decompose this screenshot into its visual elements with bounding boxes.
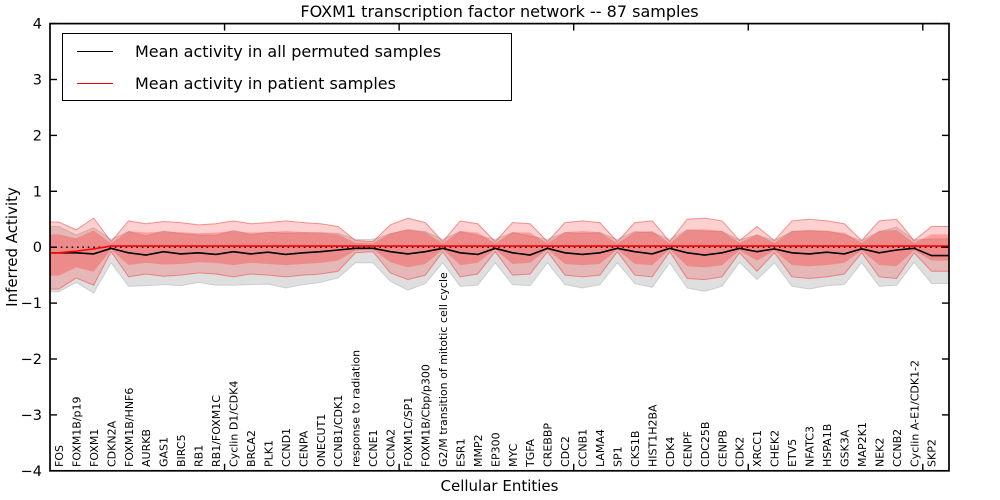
legend-line-sample-black <box>77 50 113 52</box>
x-category-label: HSPA1B <box>821 424 834 467</box>
x-category-label: CENPA <box>297 430 310 467</box>
x-category-label: FOXM1B/Cbp/p300 <box>420 364 433 467</box>
x-category-label: FOXM1C/SP1 <box>402 397 415 467</box>
y-tick-label: 3 <box>33 73 42 89</box>
x-category-label: RB1/FOXM1C <box>210 395 223 467</box>
x-category-label: CCNB1/CDK1 <box>332 395 345 467</box>
x-category-label: MMP2 <box>472 434 485 467</box>
x-category-label: FOXM1B/HNF6 <box>123 388 136 467</box>
x-category-label: RB1 <box>193 445 206 467</box>
y-tick-label: 2 <box>33 128 42 144</box>
legend-label-patient: Mean activity in patient samples <box>135 73 396 93</box>
y-tick-label: −2 <box>21 352 42 368</box>
legend-entry-permuted: Mean activity in all permuted samples <box>63 35 511 67</box>
x-category-label: CDC25B <box>699 422 712 467</box>
x-category-label: CDK4 <box>664 437 677 467</box>
y-tick-label: −4 <box>21 464 42 480</box>
y-tick-label: −1 <box>21 296 42 312</box>
x-category-label: CHEK2 <box>769 430 782 467</box>
x-category-label: FOXM1B/p19 <box>70 396 83 467</box>
x-category-label: response to radiation <box>350 350 363 467</box>
x-category-label: SP1 <box>612 446 625 467</box>
x-category-label: CDC2 <box>559 436 572 467</box>
x-category-label: CREBBP <box>542 423 555 467</box>
x-category-label: ETV5 <box>786 439 799 467</box>
x-category-label: CENPF <box>681 431 694 467</box>
x-category-label: MYC <box>507 443 520 467</box>
x-axis-label: Cellular Entities <box>440 477 559 495</box>
x-category-label: G2/M transition of mitotic cell cycle <box>437 272 450 467</box>
x-category-label: LAMA4 <box>594 429 607 467</box>
x-category-label: Cyclin D1/CDK4 <box>227 381 240 467</box>
legend-label-permuted: Mean activity in all permuted samples <box>135 41 442 61</box>
legend: Mean activity in all permuted samples Me… <box>62 33 512 101</box>
x-category-label: AURKB <box>140 429 153 467</box>
x-category-label: NEK2 <box>873 438 886 467</box>
x-category-label: CCNB2 <box>891 429 904 467</box>
y-tick-label: 1 <box>33 184 42 200</box>
x-category-label: ESR1 <box>454 438 467 467</box>
x-category-label: GSK3A <box>838 429 851 467</box>
x-category-label: CCND1 <box>280 428 293 467</box>
x-category-label: NFATC3 <box>804 426 817 467</box>
x-category-label: HIST1H2BA <box>646 404 659 467</box>
x-category-label: SKP2 <box>926 439 939 467</box>
x-category-label: CDK2 <box>734 437 747 467</box>
legend-line-sample-red <box>77 82 113 84</box>
x-category-label: TGFA <box>524 438 537 468</box>
x-category-label: CCNE1 <box>367 429 380 467</box>
x-category-label: FOS <box>53 445 66 467</box>
chart-title: FOXM1 transcription factor network -- 87… <box>300 2 699 21</box>
x-category-label: CDKN2A <box>105 420 118 467</box>
patient-mean-line <box>50 245 949 254</box>
x-category-label: XRCC1 <box>751 430 764 467</box>
x-category-label: CENPB <box>716 430 729 467</box>
x-category-label: ONECUT1 <box>315 414 328 467</box>
legend-entry-patient: Mean activity in patient samples <box>63 67 511 99</box>
y-axis-label: Inferred Activity <box>3 187 21 307</box>
permuted-mean-line <box>50 247 949 257</box>
x-category-label: EP300 <box>489 432 502 467</box>
x-category-label: PLK1 <box>262 440 275 467</box>
x-category-label: BIRC5 <box>175 434 188 467</box>
x-category-label: CCNB1 <box>577 429 590 467</box>
x-category-label: GAS1 <box>158 437 171 467</box>
patient-band-inner <box>50 229 949 276</box>
x-category-label: Cyclin A-E1/CDK1-2 <box>908 360 921 467</box>
y-tick-label: −3 <box>21 408 42 424</box>
y-tick-label: 0 <box>33 240 42 256</box>
x-category-label: BRCA2 <box>245 430 258 467</box>
x-category-label: FOXM1 <box>88 429 101 467</box>
y-tick-label: 4 <box>33 17 42 33</box>
x-category-label: CCNA2 <box>385 429 398 467</box>
x-category-label: CKS1B <box>629 431 642 467</box>
x-category-label: MAP2K1 <box>856 422 869 467</box>
